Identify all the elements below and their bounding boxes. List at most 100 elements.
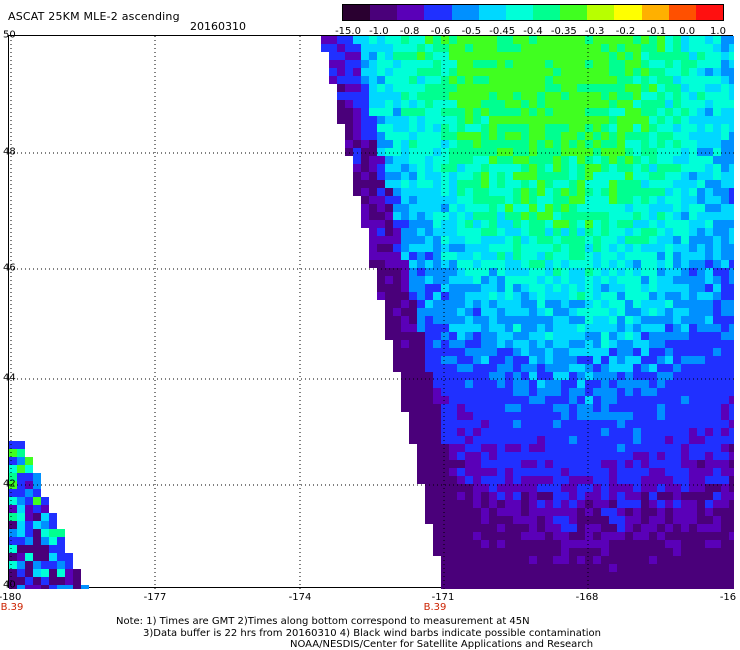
swath-cell xyxy=(513,244,521,252)
swath-cell xyxy=(537,516,545,524)
swath-cell xyxy=(593,44,601,52)
swath-cell xyxy=(385,324,393,332)
swath-cell xyxy=(697,468,705,476)
swath-cell xyxy=(585,228,593,236)
swath-cell xyxy=(497,252,505,260)
swath-cell xyxy=(553,556,561,564)
swath-cell xyxy=(593,180,601,188)
swath-cell xyxy=(657,260,665,268)
swath-cell xyxy=(593,196,601,204)
swath-cell xyxy=(553,172,561,180)
swath-cell xyxy=(393,124,401,132)
swath-cell xyxy=(377,92,385,100)
swath-cell xyxy=(713,132,721,140)
swath-cell xyxy=(513,460,521,468)
swath-cell xyxy=(689,324,697,332)
swath-cell xyxy=(529,396,537,404)
swath-cell xyxy=(705,60,713,68)
swath-cell xyxy=(465,292,473,300)
swath-cell xyxy=(521,404,529,412)
swath-cell xyxy=(601,116,609,124)
swath-cell xyxy=(457,92,465,100)
swath-cell xyxy=(521,396,529,404)
swath-cell xyxy=(697,260,705,268)
swath-cell xyxy=(681,156,689,164)
swath-cell xyxy=(465,212,473,220)
swath-cell xyxy=(489,580,497,588)
swath-cell xyxy=(689,164,697,172)
swath-cell xyxy=(625,36,633,44)
swath-cell xyxy=(513,452,521,460)
swath-cell xyxy=(417,188,425,196)
swath-cell xyxy=(545,196,553,204)
swath-cell xyxy=(401,260,409,268)
swath-cell xyxy=(425,476,433,484)
swath-cell xyxy=(441,212,449,220)
swath-cell xyxy=(649,204,657,212)
swath-cell xyxy=(729,572,734,580)
swath-cell xyxy=(481,492,489,500)
swath-cell xyxy=(537,380,545,388)
swath-cell xyxy=(569,332,577,340)
swath-cell xyxy=(417,260,425,268)
swath-cell xyxy=(729,452,734,460)
swath-cell xyxy=(361,108,369,116)
swath-cell xyxy=(665,68,673,76)
swath-cell xyxy=(17,505,25,513)
swath-cell xyxy=(681,52,689,60)
swath-cell xyxy=(417,252,425,260)
swath-cell xyxy=(561,124,569,132)
swath-cell xyxy=(521,412,529,420)
swath-cell xyxy=(649,52,657,60)
swath-cell xyxy=(705,508,713,516)
swath-cell xyxy=(593,156,601,164)
swath-cell xyxy=(681,76,689,84)
swath-cell xyxy=(729,492,734,500)
swath-cell xyxy=(521,196,529,204)
swath-cell xyxy=(577,508,585,516)
swath-cell xyxy=(617,276,625,284)
swath-cell xyxy=(657,84,665,92)
swath-cell xyxy=(409,44,417,52)
swath-cell xyxy=(697,252,705,260)
swath-cell xyxy=(481,468,489,476)
swath-cell xyxy=(705,220,713,228)
swath-cell xyxy=(457,276,465,284)
swath-cell xyxy=(521,244,529,252)
swath-cell xyxy=(417,148,425,156)
swath-cell xyxy=(561,508,569,516)
swath-cell xyxy=(513,284,521,292)
swath-cell xyxy=(473,508,481,516)
swath-cell xyxy=(681,380,689,388)
swath-cell xyxy=(345,44,353,52)
swath-cell xyxy=(545,420,553,428)
swath-cell xyxy=(633,348,641,356)
swath-cell xyxy=(729,444,734,452)
swath-cell xyxy=(641,172,649,180)
swath-cell xyxy=(577,284,585,292)
swath-cell xyxy=(481,348,489,356)
swath-cell xyxy=(649,108,657,116)
swath-cell xyxy=(553,396,561,404)
color-scale-label: -0.35 xyxy=(550,26,577,37)
swath-cell xyxy=(425,412,433,420)
swath-cell xyxy=(673,164,681,172)
swath-cell xyxy=(681,388,689,396)
swath-cell xyxy=(433,36,441,44)
swath-cell xyxy=(433,244,441,252)
swath-cell xyxy=(505,580,513,588)
swath-cell xyxy=(689,428,697,436)
lat-label-50: 50 xyxy=(3,29,16,41)
swath-cell xyxy=(521,348,529,356)
swath-cell xyxy=(545,132,553,140)
swath-cell xyxy=(361,92,369,100)
swath-cell xyxy=(393,268,401,276)
swath-cell xyxy=(393,276,401,284)
swath-cell xyxy=(409,148,417,156)
swath-cell xyxy=(449,436,457,444)
swath-cell xyxy=(625,124,633,132)
swath-cell xyxy=(569,500,577,508)
swath-cell xyxy=(497,444,505,452)
swath-cell xyxy=(433,116,441,124)
swath-cell xyxy=(673,348,681,356)
